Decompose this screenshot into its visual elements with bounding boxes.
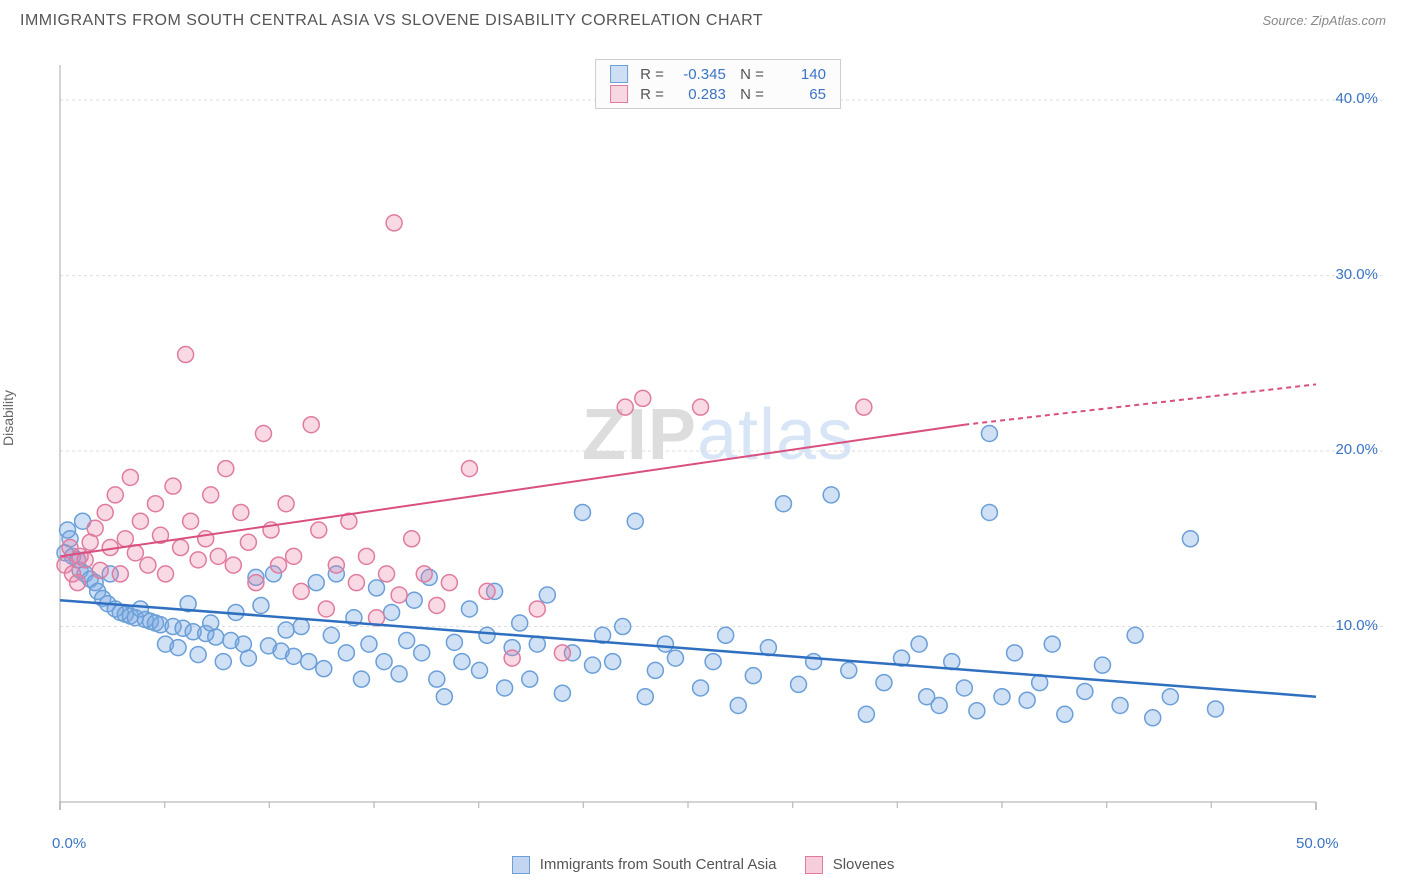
stat-label: N = [732, 86, 764, 103]
source-label: Source: ZipAtlas.com [1262, 13, 1386, 28]
swatch-icon [512, 856, 530, 874]
x-tick-label: 0.0% [52, 835, 86, 852]
chart-area: ZIPatlas R = -0.345 N = 140 R = 0.283 N … [50, 55, 1386, 822]
legend-label: Immigrants from South Central Asia [540, 856, 777, 873]
stats-row: R = 0.283 N = 65 [610, 84, 826, 104]
y-tick-label: 40.0% [1335, 90, 1378, 107]
legend-item: Immigrants from South Central Asia [512, 856, 777, 874]
swatch-icon [805, 856, 823, 874]
legend-label: Slovenes [833, 856, 895, 873]
y-tick-label: 10.0% [1335, 617, 1378, 634]
scatter-plot [50, 55, 1386, 822]
swatch-icon [610, 65, 628, 83]
stat-r-value: -0.345 [670, 66, 726, 83]
stat-label: R = [640, 66, 664, 83]
stat-r-value: 0.283 [670, 86, 726, 103]
stats-legend-box: R = -0.345 N = 140 R = 0.283 N = 65 [595, 59, 841, 109]
stat-n-value: 140 [770, 66, 826, 83]
y-tick-label: 30.0% [1335, 266, 1378, 283]
stats-row: R = -0.345 N = 140 [610, 64, 826, 84]
stat-label: R = [640, 86, 664, 103]
chart-title: IMMIGRANTS FROM SOUTH CENTRAL ASIA VS SL… [20, 12, 763, 30]
stat-label: N = [732, 66, 764, 83]
legend-bottom: Immigrants from South Central Asia Slove… [0, 856, 1406, 874]
swatch-icon [610, 85, 628, 103]
stat-n-value: 65 [770, 86, 826, 103]
title-bar: IMMIGRANTS FROM SOUTH CENTRAL ASIA VS SL… [0, 0, 1406, 38]
y-tick-label: 20.0% [1335, 441, 1378, 458]
x-tick-label: 50.0% [1296, 835, 1339, 852]
y-axis-label: Disability [0, 390, 16, 446]
legend-item: Slovenes [805, 856, 895, 874]
